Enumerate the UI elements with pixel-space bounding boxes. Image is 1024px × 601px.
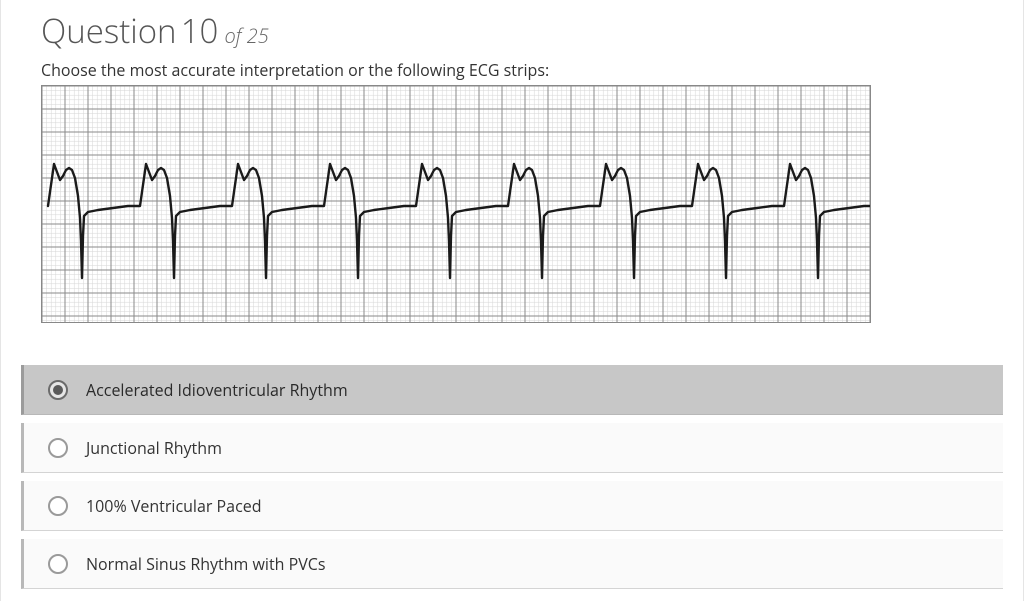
question-of: of 25: [225, 22, 269, 49]
option-accel[interactable]: Accelerated Idioventricular Rhythm: [21, 365, 1003, 415]
option-label: Junctional Rhythm: [86, 437, 222, 459]
ecg-svg: [42, 86, 871, 323]
question-prompt: Choose the most accurate interpretation …: [21, 59, 1003, 85]
quiz-page: Question 10 of 25 Choose the most accura…: [0, 0, 1024, 601]
ecg-strip: [41, 85, 871, 323]
option-label: 100% Ventricular Paced: [86, 495, 262, 517]
question-header: Question 10 of 25: [21, 0, 1003, 59]
option-nsr[interactable]: Normal Sinus Rhythm with PVCs: [21, 539, 1003, 589]
question-label: Question: [41, 8, 177, 53]
option-paced[interactable]: 100% Ventricular Paced: [21, 481, 1003, 531]
radio-icon: [48, 380, 68, 400]
radio-icon: [48, 496, 68, 516]
options-list: Accelerated Idioventricular Rhythm Juncti…: [21, 365, 1003, 589]
option-label: Accelerated Idioventricular Rhythm: [86, 379, 348, 401]
radio-dot-icon: [53, 385, 63, 395]
question-number: 10: [181, 8, 219, 53]
radio-icon: [48, 554, 68, 574]
radio-icon: [48, 438, 68, 458]
option-label: Normal Sinus Rhythm with PVCs: [86, 553, 326, 575]
option-junc[interactable]: Junctional Rhythm: [21, 423, 1003, 473]
